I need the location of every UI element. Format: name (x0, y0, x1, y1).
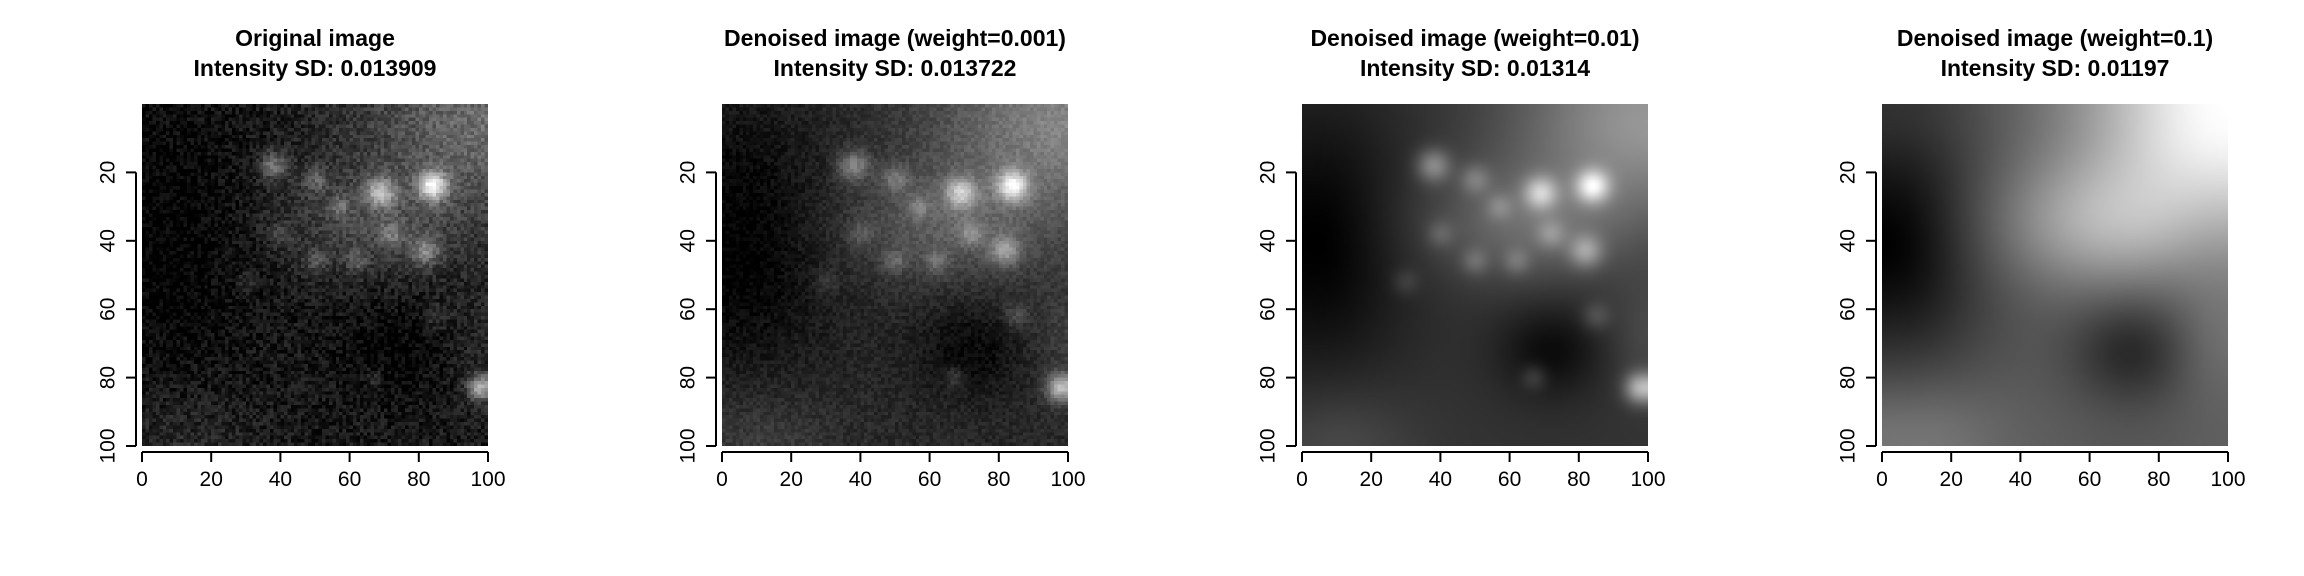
x-axis: 0 20 40 60 80 100 (1296, 451, 1666, 491)
grayscale-image (142, 104, 488, 446)
x-tick-label: 100 (2210, 468, 2245, 491)
y-tick-label: 100 (97, 428, 120, 463)
x-axis: 0 20 40 60 80 100 (1876, 451, 2246, 491)
x-tick-label: 80 (1567, 468, 1590, 491)
x-tick-label: 20 (1940, 468, 1963, 491)
x-tick-label: 0 (136, 468, 148, 491)
y-tick-label: 60 (1257, 298, 1280, 321)
x-tick-label: 0 (1876, 468, 1888, 491)
x-tick-label: 100 (1630, 468, 1665, 491)
panel-weight-0.001: Denoised image (weight=0.001) Intensity S… (677, 25, 1086, 491)
x-tick-label: 80 (2147, 468, 2170, 491)
panel-subtitle-sd: Intensity SD: 0.013722 (774, 55, 1017, 81)
panel-original: Original image Intensity SD: 0.013909 0 20 4… (97, 25, 506, 491)
y-axis: 20 40 60 80 100 (1837, 161, 1877, 464)
y-tick-label: 80 (677, 366, 700, 389)
y-tick-label: 40 (1257, 229, 1280, 252)
grayscale-image (1302, 104, 1648, 446)
x-tick-label: 40 (849, 468, 872, 491)
panel-subtitle-sd: Intensity SD: 0.013909 (194, 55, 437, 81)
y-tick-label: 100 (1837, 428, 1860, 463)
x-tick-label: 60 (1498, 468, 1521, 491)
panel-subtitle-sd: Intensity SD: 0.01314 (1360, 55, 1590, 81)
panel-title: Denoised image (weight=0.01) (1310, 25, 1639, 51)
y-tick-label: 40 (97, 229, 120, 252)
y-tick-label: 20 (677, 161, 700, 184)
y-tick-label: 40 (1837, 229, 1860, 252)
x-axis: 0 20 40 60 80 100 (716, 451, 1086, 491)
y-axis: 20 40 60 80 100 (677, 161, 717, 464)
x-tick-label: 100 (1050, 468, 1085, 491)
x-tick-label: 60 (918, 468, 941, 491)
panel-subtitle-sd: Intensity SD: 0.01197 (1941, 55, 2170, 81)
y-tick-label: 20 (97, 161, 120, 184)
y-tick-label: 60 (677, 298, 700, 321)
x-tick-label: 100 (470, 468, 505, 491)
y-tick-label: 60 (97, 298, 120, 321)
panel-title: Denoised image (weight=0.001) (724, 25, 1066, 51)
x-tick-label: 60 (2078, 468, 2101, 491)
grayscale-image (722, 104, 1068, 446)
panel-title: Original image (235, 25, 395, 51)
x-tick-label: 20 (200, 468, 223, 491)
y-axis: 20 40 60 80 100 (97, 161, 137, 464)
x-tick-label: 60 (338, 468, 361, 491)
x-tick-label: 40 (269, 468, 292, 491)
y-tick-label: 80 (1837, 366, 1860, 389)
x-axis: 0 20 40 60 80 100 (136, 451, 506, 491)
x-tick-label: 0 (1296, 468, 1308, 491)
grayscale-image (1882, 104, 2228, 446)
x-tick-label: 80 (987, 468, 1010, 491)
panel-title: Denoised image (weight=0.1) (1897, 25, 2213, 51)
x-tick-label: 40 (2009, 468, 2032, 491)
x-tick-label: 20 (1360, 468, 1383, 491)
x-tick-label: 80 (407, 468, 430, 491)
y-axis: 20 40 60 80 100 (1257, 161, 1297, 464)
y-tick-label: 100 (1257, 428, 1280, 463)
x-tick-label: 0 (716, 468, 728, 491)
y-tick-label: 20 (1257, 161, 1280, 184)
panel-weight-0.1: Denoised image (weight=0.1) Intensity SD:… (1837, 25, 2246, 491)
y-tick-label: 100 (677, 428, 700, 463)
y-tick-label: 20 (1837, 161, 1860, 184)
panel-weight-0.01: Denoised image (weight=0.01) Intensity SD… (1257, 25, 1666, 491)
x-tick-label: 20 (780, 468, 803, 491)
y-tick-label: 40 (677, 229, 700, 252)
y-tick-label: 80 (97, 366, 120, 389)
y-tick-label: 80 (1257, 366, 1280, 389)
y-tick-label: 60 (1837, 298, 1860, 321)
x-tick-label: 40 (1429, 468, 1452, 491)
